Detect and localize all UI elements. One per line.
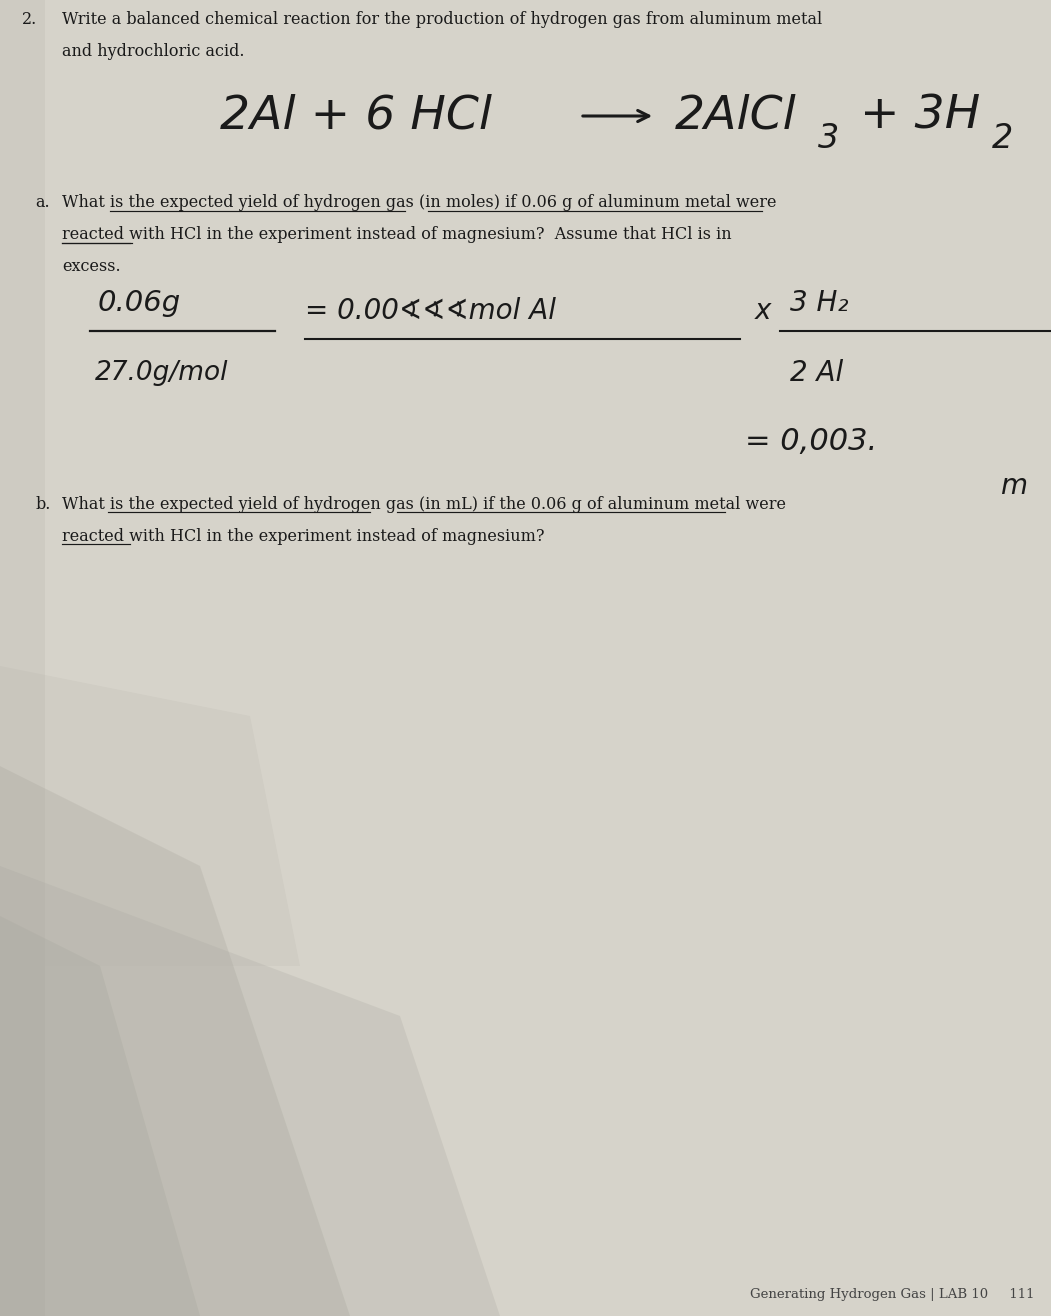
Text: excess.: excess.	[62, 258, 121, 275]
Text: 0.06g: 0.06g	[98, 290, 181, 317]
Text: 27.0g/mol: 27.0g/mol	[95, 361, 228, 386]
Text: reacted with HCl in the experiment instead of magnesium?  Assume that HCl is in: reacted with HCl in the experiment inste…	[62, 226, 731, 243]
Text: 2 Al: 2 Al	[790, 359, 843, 387]
Text: What is the expected yield of hydrogen gas (in moles) if 0.06 g of aluminum meta: What is the expected yield of hydrogen g…	[62, 193, 777, 211]
Text: 3 H₂: 3 H₂	[790, 290, 848, 317]
Text: Write a balanced chemical reaction for the production of hydrogen gas from alumi: Write a balanced chemical reaction for t…	[62, 11, 822, 28]
Text: b.: b.	[35, 496, 50, 513]
Text: 2AlCl: 2AlCl	[675, 93, 797, 138]
Text: = 0,003.: = 0,003.	[745, 426, 878, 455]
Text: 2: 2	[992, 121, 1013, 154]
Polygon shape	[0, 916, 200, 1316]
Text: = 0.00∢∢∢mol Al: = 0.00∢∢∢mol Al	[305, 297, 556, 325]
Polygon shape	[0, 766, 350, 1316]
Polygon shape	[0, 666, 300, 966]
Polygon shape	[0, 0, 45, 1316]
Text: Generating Hydrogen Gas | LAB 10     111: Generating Hydrogen Gas | LAB 10 111	[750, 1288, 1035, 1302]
Text: + 3H: + 3H	[845, 93, 981, 138]
Text: 2Al + 6 HCl: 2Al + 6 HCl	[220, 93, 492, 138]
Text: reacted with HCl in the experiment instead of magnesium?: reacted with HCl in the experiment inste…	[62, 528, 544, 545]
Text: and hydrochloric acid.: and hydrochloric acid.	[62, 43, 245, 61]
Text: What is the expected yield of hydrogen gas (in mL) if the 0.06 g of aluminum met: What is the expected yield of hydrogen g…	[62, 496, 786, 513]
Text: 2.: 2.	[22, 11, 37, 28]
Text: 3: 3	[818, 121, 840, 154]
Text: a.: a.	[35, 193, 49, 211]
Text: m: m	[1000, 472, 1027, 500]
Polygon shape	[0, 866, 500, 1316]
Text: x: x	[755, 297, 771, 325]
